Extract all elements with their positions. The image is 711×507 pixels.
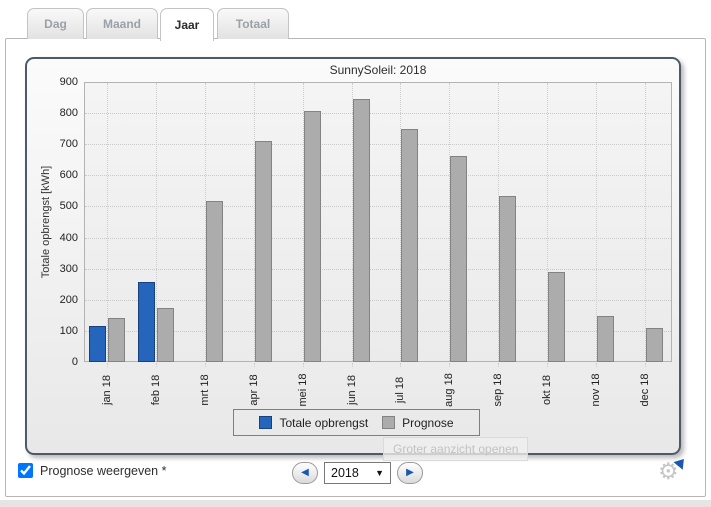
x-tick-label: jul 18 [394,376,407,404]
x-tick-label: aug 18 [443,373,456,407]
v-gridline [596,83,597,361]
x-tick-mark [351,363,353,367]
prognose-checkbox[interactable] [18,463,33,478]
previous-year-button[interactable]: ◀ [292,462,318,484]
bar-prognose [597,316,614,362]
chart-legend: Totale opbrengst Prognose [233,409,480,436]
chevron-right-icon: ▶ [406,467,414,478]
h-gridline [85,268,671,270]
v-gridline [644,83,646,361]
bar-prognose [645,328,663,362]
x-tick-mark [400,363,402,367]
y-tick-label: 400 [59,231,78,244]
v-gridline [155,83,157,361]
x-tick-label: jan 18 [101,375,113,405]
x-tick-label: nov 18 [590,373,602,407]
gear-icon: ⚙ [658,458,679,484]
x-tick-mark [107,363,108,367]
chart-title: SunnySoleil: 2018 [329,63,427,77]
x-tick-label: mei 18 [296,373,309,407]
legend-label: Totale opbrengst [279,415,369,430]
y-tick-label: 0 [71,356,78,368]
h-gridline [85,113,671,115]
bar-prognose [450,155,468,362]
bar-prognose [303,110,321,362]
bar-prognose [548,272,566,362]
legend-item: Prognose [382,415,454,430]
v-gridline [547,83,549,361]
h-gridline [85,330,671,332]
x-tick-label: mrt 18 [198,374,211,406]
x-tick-label: sep 18 [492,373,505,407]
x-tick-label: okt 18 [541,375,554,405]
tab-jaar[interactable]: Jaar [160,8,214,41]
x-tick-label: apr 18 [247,374,260,406]
v-gridline [449,83,451,361]
y-tick-label: 500 [59,200,78,213]
x-tick-mark [155,363,157,367]
bar-prognose [205,201,223,362]
bar-totale-opbrengst [89,326,106,362]
h-gridline [85,206,671,208]
y-tick-label: 600 [59,169,78,182]
x-tick-mark [302,363,304,367]
y-tick-label: 100 [59,324,78,337]
chevron-down-icon: ▼ [375,468,384,478]
x-tick-label: dec 18 [638,373,651,407]
page-bottom-strip [0,500,711,507]
year-navigation: ◀ 2018 ▼ ▶ [292,462,423,484]
legend-item: Totale opbrengst [259,416,368,430]
prognose-toggle-row: Prognose weergeven * [18,463,166,478]
bar-prognose [401,128,419,362]
prognose-checkbox-label: Prognose weergeven * [40,463,167,478]
legend-swatch [382,416,396,429]
y-axis-label: Totale opbrengst [kWh] [40,165,52,279]
h-gridline [85,144,671,146]
y-tick-label: 900 [59,76,78,88]
tab-totaal[interactable]: Totaal [217,8,289,39]
y-tick-label: 200 [59,293,78,306]
next-year-button[interactable]: ▶ [397,462,423,484]
bar-prognose [352,99,370,362]
v-gridline [351,83,353,361]
v-gridline [302,83,304,361]
tab-dag[interactable]: Dag [27,8,84,39]
x-tick-mark [449,363,451,367]
h-gridline [85,175,671,177]
open-larger-view-tooltip: Groter aanzicht openen [383,437,529,461]
h-gridline [85,299,671,301]
year-select-value: 2018 [331,466,359,480]
bar-totale-opbrengst [137,282,155,362]
x-tick-label: feb 18 [149,374,162,406]
chevron-left-icon: ◀ [301,467,309,478]
v-gridline [107,83,108,361]
x-tick-mark [204,363,206,367]
plot-area[interactable] [84,82,672,362]
x-tick-mark [596,363,597,367]
v-gridline [498,83,500,361]
year-select[interactable]: 2018 ▼ [324,462,391,484]
y-tick-label: 300 [59,262,78,275]
bar-prognose [254,141,272,362]
x-tick-mark [547,363,549,367]
x-tick-mark [644,363,646,367]
tab-maand[interactable]: Maand [86,8,158,39]
x-tick-mark [253,363,255,367]
x-tick-mark [498,363,500,367]
v-gridline [253,83,255,361]
v-gridline [204,83,206,361]
y-tick-label: 700 [59,138,78,151]
legend-label: Prognose [402,415,454,430]
v-gridline [400,83,402,361]
h-gridline [85,237,671,239]
x-tick-label: jun 18 [345,375,358,405]
bar-prognose [156,308,174,362]
y-tick-label: 800 [59,107,78,120]
bar-prognose [499,196,517,362]
settings-button[interactable]: ⚙ [656,455,690,486]
legend-swatch [259,416,273,429]
bar-prognose [108,317,125,362]
